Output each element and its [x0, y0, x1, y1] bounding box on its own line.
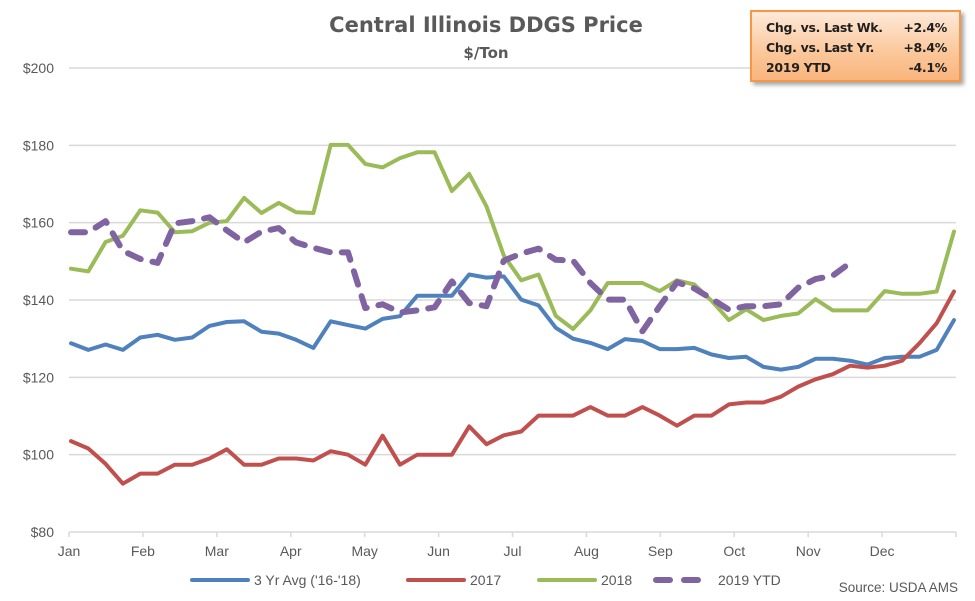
y-tick-label: $80	[31, 524, 55, 540]
series-line-2019-ytd	[68, 214, 854, 335]
y-tick-label: $100	[23, 447, 54, 463]
y-tick-label: $180	[23, 137, 54, 153]
chart-title: Central Illinois DDGS Price	[329, 13, 643, 37]
stat-value: +8.4%	[903, 40, 947, 55]
series-line-2017	[69, 289, 956, 486]
x-tick-label: Mar	[205, 543, 229, 559]
series-lines	[68, 142, 956, 486]
stat-row-ytd: 2019 YTD -4.1%	[766, 58, 947, 78]
stat-label: Chg. vs. Last Wk.	[766, 20, 883, 35]
legend-label: 3 Yr Avg ('16-'18)	[254, 572, 361, 588]
x-tick-label: Nov	[796, 543, 821, 559]
x-tick-label: Sep	[648, 543, 673, 559]
y-tick-label: $140	[23, 292, 54, 308]
legend: 3 Yr Avg ('16-'18) 2017 2018 2019 YTD	[190, 572, 781, 588]
stat-value: +2.4%	[903, 20, 947, 35]
x-tick-label: Feb	[131, 543, 155, 559]
stat-label: 2019 YTD	[766, 60, 831, 75]
chart-subtitle: $/Ton	[463, 44, 508, 62]
legend-label: 2018	[601, 572, 632, 588]
stat-value: -4.1%	[908, 60, 948, 75]
x-tick-label: Aug	[574, 543, 599, 559]
x-tick-label: Apr	[280, 543, 302, 559]
x-tick-label: Oct	[723, 543, 745, 559]
x-tick-label: Jun	[427, 543, 450, 559]
x-axis: Jan Feb Mar Apr May Jun Jul Aug Sep Oct Nov Dec	[58, 532, 957, 559]
y-axis: $80 $100 $120 $140 $160 $180 $200	[23, 60, 54, 540]
x-tick-label: Jul	[504, 543, 522, 559]
stat-row-last-year: Chg. vs. Last Yr. +8.4%	[766, 38, 947, 58]
stat-label: Chg. vs. Last Yr.	[766, 40, 875, 55]
y-tick-label: $200	[23, 60, 54, 76]
x-tick-label: May	[351, 543, 377, 559]
y-tick-label: $160	[23, 215, 54, 231]
stat-row-last-week: Chg. vs. Last Wk. +2.4%	[766, 18, 947, 38]
y-tick-label: $120	[23, 369, 54, 385]
x-tick-label: Dec	[870, 543, 895, 559]
legend-label: 2017	[470, 572, 501, 588]
x-tick-label: Jan	[58, 543, 81, 559]
stats-box: Chg. vs. Last Wk. +2.4% Chg. vs. Last Yr…	[750, 10, 961, 82]
series-line-2018	[69, 142, 956, 331]
source-note: Source: USDA AMS	[839, 580, 958, 595]
legend-label: 2019 YTD	[718, 572, 781, 588]
series-line-3-yr-avg-16-18	[69, 272, 956, 372]
